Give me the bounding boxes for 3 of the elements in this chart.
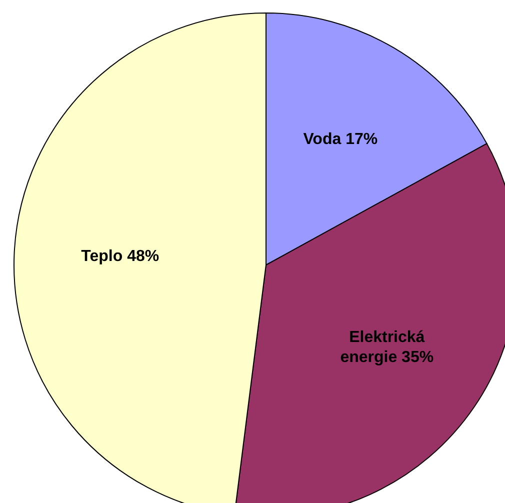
slice-label: Teplo 48% — [81, 247, 160, 264]
slice-label: Elektrická energie 35% — [340, 328, 434, 366]
slice-label: Voda 17% — [303, 130, 378, 148]
